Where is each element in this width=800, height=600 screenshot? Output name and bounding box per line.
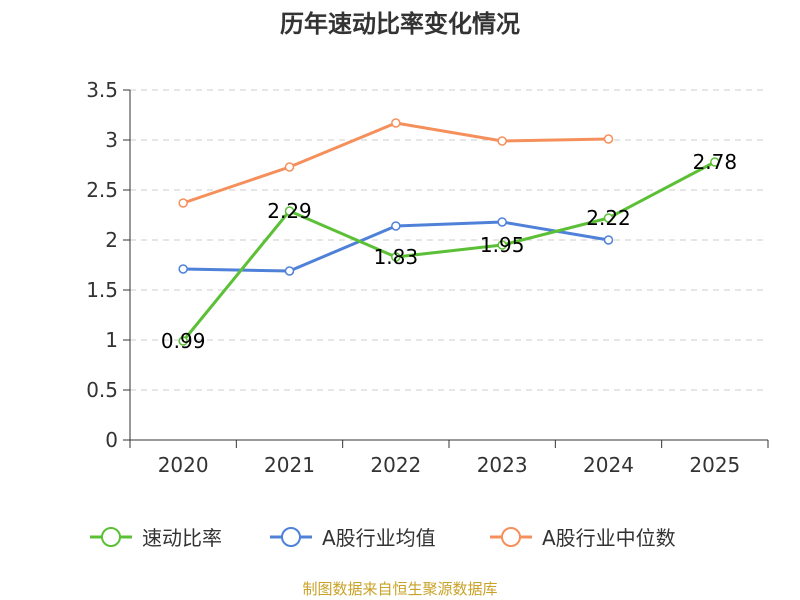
legend-marker <box>101 527 121 547</box>
data-label: 1.83 <box>374 245 419 269</box>
y-tick-label: 1.5 <box>86 278 118 302</box>
y-tick-label: 0.5 <box>86 378 118 402</box>
series-group <box>178 118 720 346</box>
chart-title: 历年速动比率变化情况 <box>280 10 520 38</box>
data-point <box>497 217 507 227</box>
data-point <box>391 221 401 231</box>
data-label: 2.22 <box>586 206 631 230</box>
series-line <box>182 121 609 205</box>
data-point <box>178 264 188 274</box>
x-tick-label: 2024 <box>583 453 634 477</box>
data-point <box>710 157 720 167</box>
x-tick-label: 2021 <box>264 453 315 477</box>
data-label: 2.29 <box>267 199 312 223</box>
x-tick-label: 2023 <box>477 453 528 477</box>
x-tick-label: 2020 <box>158 453 209 477</box>
data-point <box>603 235 614 245</box>
y-tick-label: 3.5 <box>86 78 118 102</box>
y-tick-label: 2.5 <box>86 178 118 202</box>
data-label: 0.99 <box>161 329 206 353</box>
data-point <box>391 118 401 128</box>
data-label: 2.78 <box>693 150 738 174</box>
legend-label: 速动比率 <box>142 526 222 550</box>
legend-label: A股行业中位数 <box>542 526 676 550</box>
data-point <box>178 198 188 208</box>
data-point <box>497 240 507 250</box>
y-tick-label: 3 <box>105 128 118 152</box>
y-tick-label: 1 <box>105 328 118 352</box>
axes: 0 0.5 1 1.5 2 2.5 3 3.5 2020 2021 2022 2023 2024 2025 <box>86 78 769 477</box>
source-note: 制图数据来自恒生聚源数据库 <box>302 580 497 598</box>
grid-lines <box>130 89 768 391</box>
legend-marker <box>281 527 301 547</box>
data-label: 1.95 <box>480 233 525 257</box>
legend-label: A股行业均值 <box>322 526 436 550</box>
y-tick-label: 0 <box>105 428 118 452</box>
data-point <box>284 206 295 216</box>
data-point <box>284 162 295 172</box>
legend-marker <box>501 527 521 547</box>
y-tick-label: 2 <box>105 228 118 252</box>
data-point <box>497 136 507 146</box>
data-labels: 0.99 2.29 1.83 1.95 2.22 2.78 <box>161 150 737 353</box>
data-point <box>603 213 614 223</box>
series-line <box>182 160 716 342</box>
data-point <box>603 134 614 144</box>
legend: 速动比率 A股行业均值 A股行业中位数 <box>90 526 676 550</box>
data-point <box>178 336 188 346</box>
x-tick-label: 2025 <box>689 453 740 477</box>
data-point <box>284 266 295 276</box>
data-point <box>391 252 401 262</box>
x-tick-label: 2022 <box>370 453 421 477</box>
